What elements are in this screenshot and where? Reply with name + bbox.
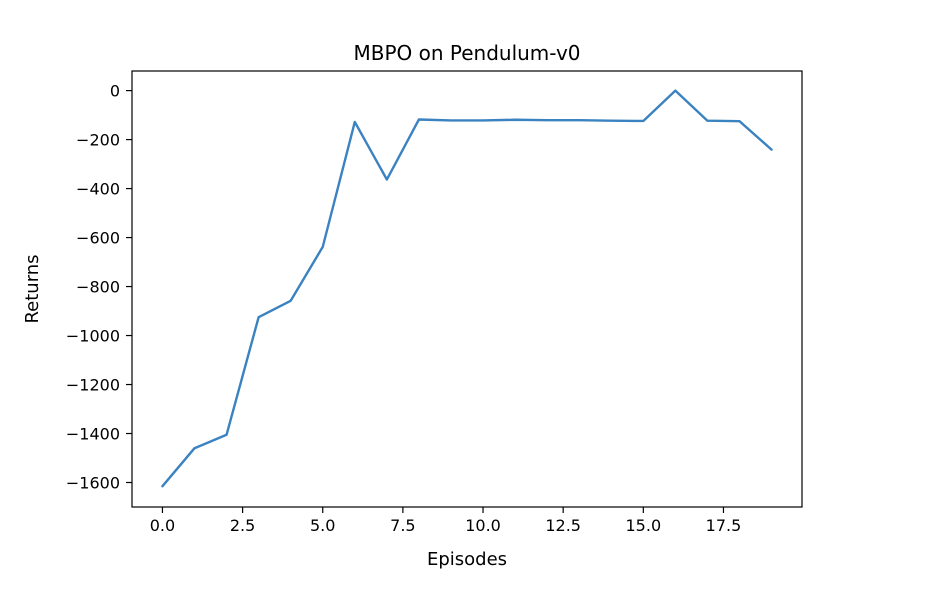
y-tick-label: −400 [76, 180, 120, 199]
y-tick-label: 0 [110, 82, 120, 101]
y-tick-label: −600 [76, 229, 120, 248]
plot-frame [131, 70, 803, 508]
x-axis: 0.0 2.5 5.0 7.5 10.0 12.5 15.0 17.5 [150, 507, 742, 535]
y-tick-label: −800 [76, 278, 120, 297]
y-tick-label: −1600 [66, 474, 120, 493]
series-line [161, 89, 773, 488]
x-tick-label: 15.0 [626, 516, 662, 535]
y-axis: 0 −200 −400 −600 −800 −1000 −1200 −1400 −1600 [66, 82, 132, 493]
x-tick-label: 12.5 [545, 516, 581, 535]
x-tick-label: 2.5 [230, 516, 255, 535]
x-tick-label: 10.0 [465, 516, 501, 535]
series-group [161, 89, 773, 488]
y-tick-label: −200 [76, 131, 120, 150]
x-tick-label: 17.5 [706, 516, 742, 535]
y-tick-label: −1200 [66, 376, 120, 395]
y-tick-label: −1000 [66, 327, 120, 346]
y-axis-label: Returns [22, 254, 43, 323]
chart-title: MBPO on Pendulum-v0 [353, 41, 580, 65]
x-axis-label: Episodes [427, 549, 507, 570]
x-tick-label: 5.0 [310, 516, 335, 535]
x-tick-label: 7.5 [390, 516, 415, 535]
y-tick-label: −1400 [66, 425, 120, 444]
x-tick-label: 0.0 [150, 516, 175, 535]
